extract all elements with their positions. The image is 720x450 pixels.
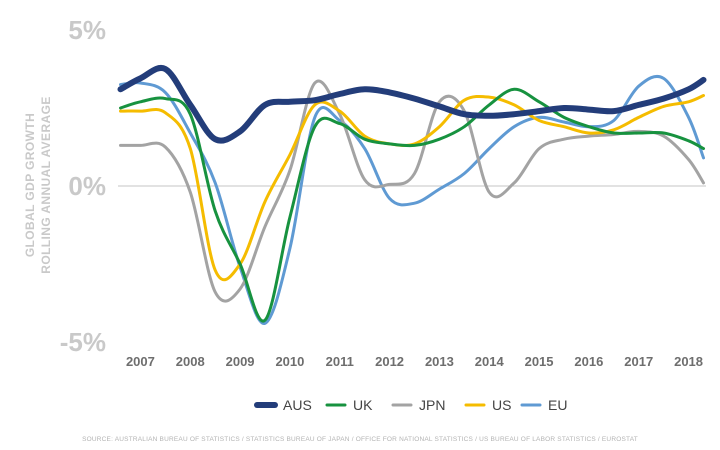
y-axis-label-line-2: ROLLING ANNUAL AVERAGE bbox=[39, 96, 53, 273]
y-tick-labels: 5% 0% -5% bbox=[60, 15, 106, 357]
legend-label-jpn: JPN bbox=[419, 397, 445, 413]
x-tick-label: 2008 bbox=[176, 354, 205, 369]
y-axis-label-line-1: GLOBAL GDP GROWTH bbox=[23, 113, 37, 257]
series-line-eu bbox=[119, 74, 705, 325]
x-tick-label: 2009 bbox=[226, 354, 255, 369]
y-tick-label: 0% bbox=[68, 171, 106, 201]
x-tick-label: 2018 bbox=[674, 354, 703, 369]
series-line-jpn bbox=[119, 79, 705, 303]
legend-label-eu: EU bbox=[548, 397, 567, 413]
legend-label-aus: AUS bbox=[283, 397, 312, 413]
x-tick-label: 2013 bbox=[425, 354, 454, 369]
y-tick-label: 5% bbox=[68, 15, 106, 45]
legend: AUS UK JPN US EU bbox=[254, 397, 567, 413]
legend-label-us: US bbox=[492, 397, 511, 413]
x-tick-labels: 2007 2008 2009 2010 2011 2012 2013 2014 2015 2016… bbox=[126, 354, 703, 369]
x-tick-label: 2010 bbox=[275, 354, 304, 369]
x-tick-label: 2014 bbox=[475, 354, 505, 369]
x-tick-label: 2007 bbox=[126, 354, 155, 369]
y-axis-label: GLOBAL GDP GROWTH ROLLING ANNUAL AVERAGE bbox=[23, 96, 53, 273]
series-line-aus bbox=[117, 65, 707, 144]
y-tick-label: -5% bbox=[60, 327, 106, 357]
legend-label-uk: UK bbox=[353, 397, 373, 413]
source-note: SOURCE: AUSTRALIAN BUREAU OF STATISTICS … bbox=[82, 436, 638, 443]
series-line-uk bbox=[119, 87, 705, 323]
x-tick-label: 2017 bbox=[624, 354, 653, 369]
x-tick-label: 2011 bbox=[326, 354, 354, 369]
x-tick-label: 2016 bbox=[574, 354, 603, 369]
x-tick-label: 2015 bbox=[525, 354, 554, 369]
series-lines bbox=[117, 65, 707, 325]
x-tick-label: 2012 bbox=[375, 354, 404, 369]
